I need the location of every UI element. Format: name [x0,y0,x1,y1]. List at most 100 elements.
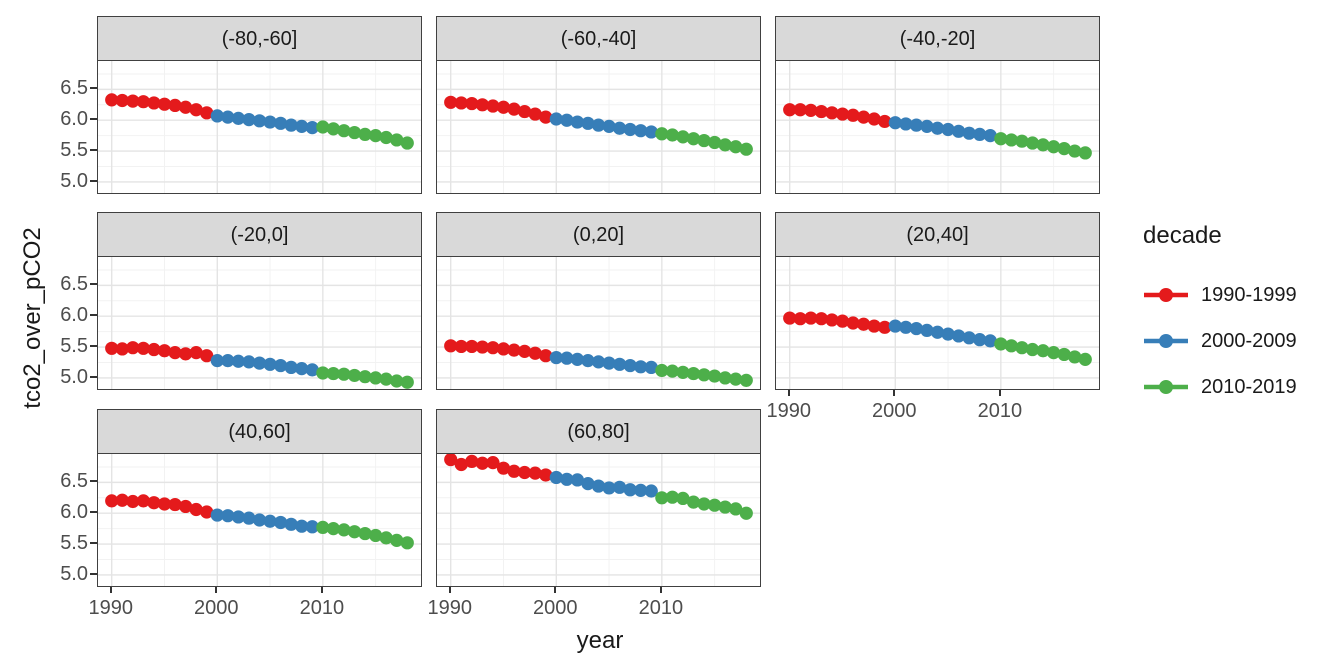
data-point [252,513,267,527]
data-point [147,96,161,110]
facet-label: (-60,-40] [560,27,637,50]
data-point [1036,138,1050,152]
data-point [179,100,193,114]
data-point [1047,140,1061,154]
data-point [804,311,818,325]
data-point [560,351,574,365]
data-point [157,97,172,111]
data-point [1078,146,1092,160]
facet-strip: (-60,-40] [436,16,761,62]
y-tick-label: 5.5 [60,335,88,358]
data-point [708,369,722,383]
data-point [941,327,955,341]
y-tick-label: 6.5 [60,77,88,100]
data-point [835,314,850,328]
data-point [1025,342,1040,357]
data-point [920,323,934,338]
data-point [930,325,945,339]
data-point [560,472,574,486]
data-point [570,115,584,129]
data-point [126,494,140,509]
data-point [994,132,1008,146]
data-point [549,350,563,365]
legend-entry: 2010-2019 [1143,364,1297,410]
y-tick-label: 6.5 [60,273,88,296]
data-point [475,456,489,470]
data-point [665,490,679,504]
data-point [793,103,807,117]
x-tick-label: 1990 [427,597,472,619]
data-point [729,372,743,386]
x-tick-mark [109,587,112,593]
facet-panel [436,453,761,587]
data-point [263,357,277,371]
data-point [189,103,203,117]
data-point [602,119,616,133]
data-point [444,339,458,353]
data-point [263,514,277,528]
facet-panel [97,60,422,194]
facet-strip: (60,80] [436,409,761,455]
data-point [400,136,414,150]
data-point [231,354,245,368]
legend-entry-label: 2010-2019 [1201,375,1297,398]
data-point [369,129,383,143]
x-tick-mark [320,587,323,593]
facet-label: (20,40] [906,223,969,246]
facet-label: (60,80] [567,420,630,443]
data-point [697,497,711,511]
y-tick-label: 5.0 [60,365,88,388]
data-point [263,115,277,129]
facet-panel [775,60,1100,194]
data-point [1004,339,1018,353]
facet-strip: (-20,0] [97,212,422,258]
legend-key-line-dot-icon [1144,334,1188,348]
data-point [634,124,648,138]
facet-strip: (40,60] [97,409,422,455]
data-point [316,120,330,134]
data-point [115,93,129,108]
y-tick-label: 6.0 [60,108,88,131]
data-point [804,103,818,117]
data-point [337,124,351,138]
y-tick-label: 5.0 [60,562,88,585]
data-point [613,357,627,371]
data-point [814,312,828,326]
data-point [316,520,330,535]
y-tick-label: 6.0 [60,304,88,327]
data-point [475,98,489,112]
data-point [697,368,711,382]
data-point [358,370,372,384]
y-tick-label: 5.5 [60,139,88,162]
y-tick-mark [90,345,97,348]
data-point [475,340,489,354]
data-point [899,320,913,334]
data-point [221,110,235,124]
data-point [1068,350,1082,364]
x-tick-mark [215,587,218,593]
facet-panel [97,453,422,587]
data-point [305,121,319,135]
data-point [444,95,458,109]
data-point [602,356,616,370]
data-point [644,360,658,375]
data-point [857,317,871,331]
x-tick-label: 2000 [533,597,578,619]
data-point [295,119,309,133]
data-point [518,344,532,358]
data-point [189,502,203,517]
data-point [210,354,224,368]
facet-panel [436,60,761,194]
data-point [581,354,595,368]
data-point [400,536,414,550]
data-point [591,479,606,493]
y-tick-mark [90,572,97,575]
data-point [644,484,658,498]
data-point [1004,133,1018,147]
data-point [878,320,892,334]
data-point [369,528,383,543]
data-point [316,366,330,380]
data-point [718,500,732,514]
data-point [168,98,182,113]
y-tick-mark [90,542,97,545]
